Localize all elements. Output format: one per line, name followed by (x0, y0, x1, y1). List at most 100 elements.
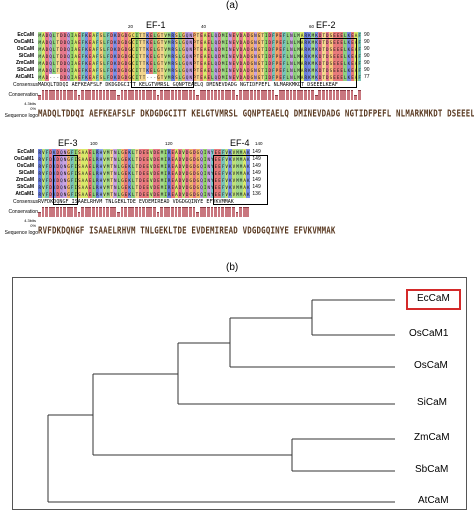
seq-end-number: 90 (364, 67, 370, 73)
residue-cell: T (109, 156, 114, 163)
residue-cell: D (318, 46, 322, 53)
residue-cell: F (106, 39, 110, 46)
residue-cell: E (278, 39, 283, 46)
residue-cell: L (178, 74, 182, 81)
residue-cell: F (271, 53, 276, 60)
residue-cell: V (163, 32, 168, 39)
residue-cell: K (127, 184, 132, 191)
residue-cell: N (253, 74, 258, 81)
residue-cell: G (250, 46, 254, 53)
residue-cell: - (52, 74, 56, 81)
residue-cell: S (174, 60, 179, 67)
residue-cell: L (102, 60, 107, 67)
residue-cell: D (63, 60, 67, 67)
residue-cell: A (242, 67, 247, 74)
conservation-bar (52, 207, 56, 217)
residue-cell: E (214, 156, 218, 163)
residue-cell: L (210, 67, 215, 74)
conservation-bar (59, 207, 63, 217)
residue-cell: T (138, 74, 143, 81)
residue-cell: A (81, 163, 85, 170)
residue-cell: L (343, 53, 348, 60)
residue-cell: L (210, 60, 215, 67)
residue-cell: L (285, 53, 290, 60)
conservation-bar (70, 207, 74, 217)
residue-cell: M (38, 39, 42, 46)
residue-cell: K (228, 156, 233, 163)
residue-cell: R (170, 60, 175, 67)
residue-cell: V (102, 177, 107, 184)
residue-cell: V (41, 149, 46, 156)
residue-cell: K (347, 46, 351, 53)
conservation-bar (117, 212, 120, 217)
residue-cell: A (174, 149, 179, 156)
residue-cell: L (91, 156, 96, 163)
residue-cell: E (77, 32, 82, 39)
residue-cell: N (228, 39, 233, 46)
residue-cell: D (268, 32, 272, 39)
seq-end-number: 149 (252, 184, 261, 190)
residue-cell: I (264, 32, 268, 39)
residue-cell: A (41, 53, 46, 60)
residue-cell: N (253, 53, 258, 60)
residue-cell: T (321, 32, 326, 39)
taxon-oscam: OsCaM (414, 360, 448, 371)
residue-cell: L (131, 177, 136, 184)
consensus-label: Consensus (12, 199, 38, 205)
residue-cell: A (242, 53, 247, 60)
residue-cell: C (131, 74, 136, 81)
residue-cell: G (181, 32, 186, 39)
residue-cell: I (163, 163, 168, 170)
residue-cell: E (214, 191, 218, 198)
residue-cell: P (275, 67, 279, 74)
residue-cell: T (109, 149, 114, 156)
residue-cell: G (181, 74, 186, 81)
residue-cell: L (91, 191, 96, 198)
residue-cell: T (260, 60, 265, 67)
residue-cell: D (63, 67, 67, 74)
residue-cell: A (203, 67, 207, 74)
residue-cell: E (339, 60, 344, 67)
residue-cell: T (142, 67, 146, 74)
residue-cell: G (257, 39, 261, 46)
residue-cell: N (63, 149, 67, 156)
residue-cell: K (145, 60, 150, 67)
residue-cell: K (113, 74, 118, 81)
residue-cell: G (120, 184, 125, 191)
residue-cell: K (84, 67, 89, 74)
residue-cell: Q (48, 39, 53, 46)
residue-cell: R (303, 39, 308, 46)
seq-end-number: 90 (364, 60, 370, 66)
conservation-bar (228, 207, 232, 217)
conservation-bar (185, 207, 189, 217)
tick-40: 40 (201, 24, 207, 29)
residue-cell: N (188, 32, 193, 39)
residue-cell: I (70, 53, 74, 60)
residue-cell: E (149, 67, 153, 74)
conservation-bar (296, 90, 300, 100)
conservation-bars (38, 90, 361, 100)
residue-cell: F (106, 46, 110, 53)
residue-cell: V (102, 184, 107, 191)
conservation-bar (95, 207, 99, 217)
residue-cell: L (52, 46, 56, 53)
residue-cell: D (246, 53, 251, 60)
residue-cell: D (109, 39, 114, 46)
residue-cell: Q (59, 177, 64, 184)
residue-cell: G (188, 170, 193, 177)
residue-cell: T (321, 60, 326, 67)
residue-cell: V (102, 170, 107, 177)
residue-cell: K (246, 191, 251, 198)
conservation-bar (188, 207, 192, 217)
residue-cell: E (332, 46, 337, 53)
residue-cell: A (242, 39, 247, 46)
residue-cell: L (117, 170, 121, 177)
residue-cell: A (242, 191, 247, 198)
residue-cell: K (127, 191, 132, 198)
residue-cell: M (106, 184, 110, 191)
residue-cell: A (41, 32, 46, 39)
residue-cell: F (282, 46, 286, 53)
residue-cell: Q (214, 67, 218, 74)
residue-cell: M (296, 32, 301, 39)
residue-cell: V (41, 163, 46, 170)
